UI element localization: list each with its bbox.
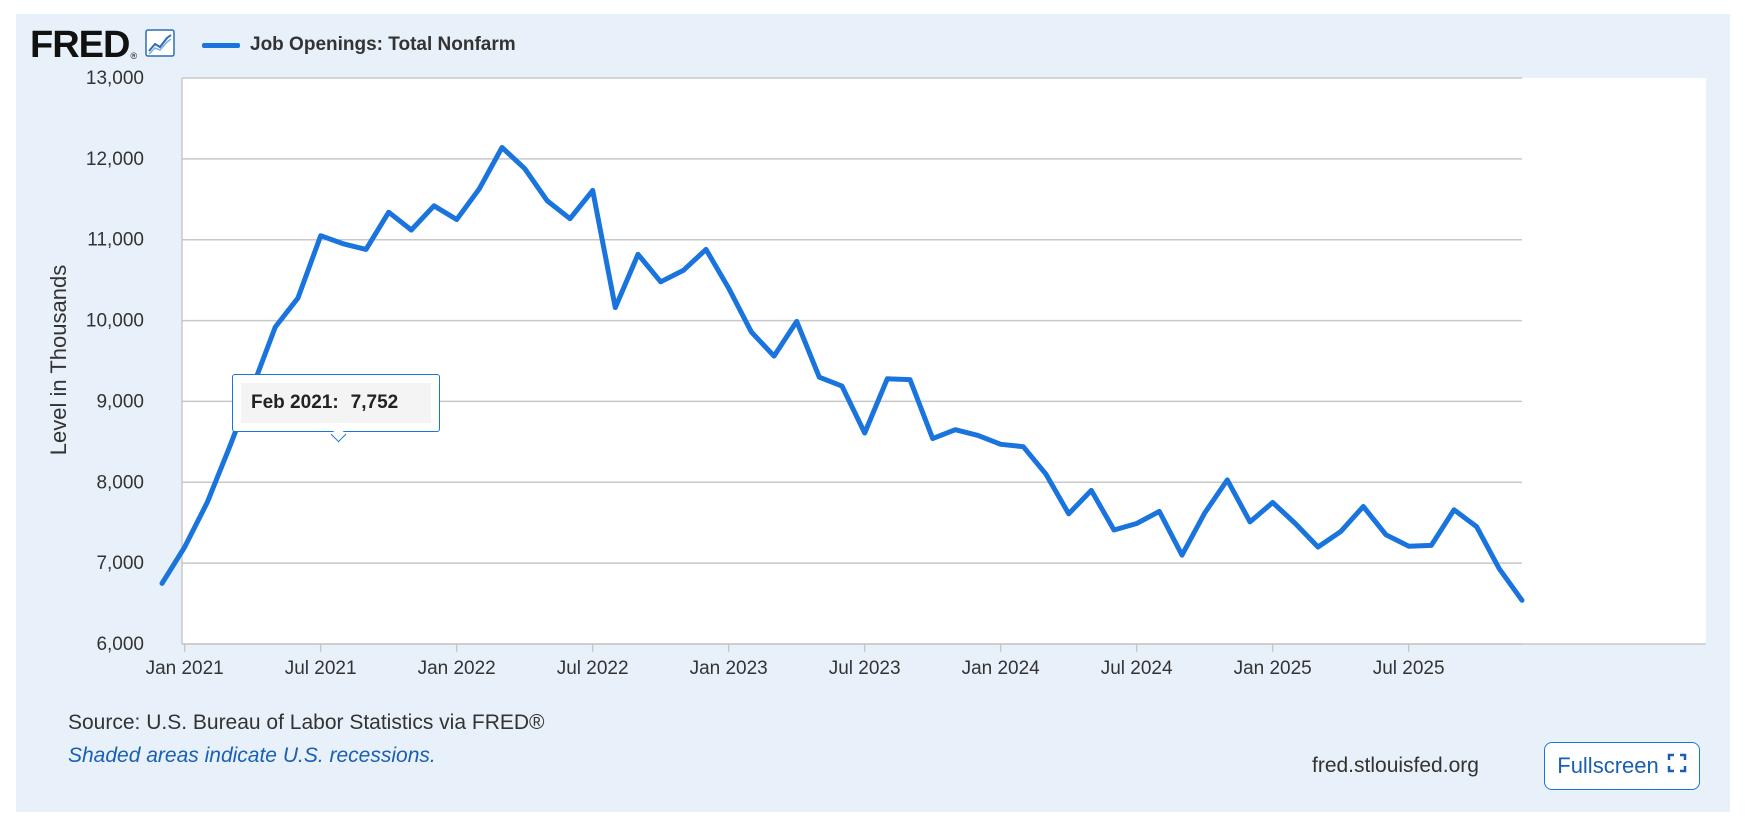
x-tick-label: Jan 2024 <box>962 658 1041 679</box>
logo-registered-mark: ® <box>130 51 138 61</box>
y-tick-label: 8,000 <box>96 472 144 493</box>
tooltip-label: Feb 2021: <box>251 392 339 413</box>
x-axis-ticks: Jan 2021 Jul 2021 Jan 2022 Jul 2022 Jan 2023… <box>146 644 1445 679</box>
chart-panel: FRED ® Job Openings: Total Nonfarm 6,000… <box>16 14 1730 812</box>
x-tick-label: Jul 2025 <box>1373 658 1445 679</box>
y-tick-label: 6,000 <box>96 634 144 655</box>
x-tick-label: Jul 2023 <box>829 658 901 679</box>
x-tick-label: Jul 2022 <box>557 658 629 679</box>
tooltip-value: 7,752 <box>350 392 399 413</box>
legend-label: Job Openings: Total Nonfarm <box>250 34 516 55</box>
expand-icon <box>1667 753 1687 779</box>
site-url[interactable]: fred.stlouisfed.org <box>1312 754 1479 777</box>
series-group <box>159 145 1525 603</box>
y-tick-label: 13,000 <box>86 68 144 89</box>
x-tick-label: Jul 2021 <box>285 658 357 679</box>
y-tick-label: 10,000 <box>86 311 144 332</box>
y-axis-ticks: 6,000 7,000 8,000 9,000 10,000 11,000 12,000 13… <box>86 68 144 655</box>
logo-text: FRED <box>30 23 130 66</box>
y-tick-label: 12,000 <box>86 149 144 170</box>
y-axis-label: Level in Thousands <box>46 265 71 455</box>
chart-line-icon <box>145 28 175 62</box>
recession-note-link[interactable]: Shaded areas indicate U.S. recessions. <box>68 744 436 767</box>
tooltip: Feb 2021: 7,752 <box>232 374 440 443</box>
x-tick-label: Jan 2025 <box>1234 658 1312 679</box>
y-tick-label: 11,000 <box>87 230 144 251</box>
tooltip-body: Feb 2021: 7,752 <box>241 383 431 423</box>
y-tick-label: 7,000 <box>96 553 144 574</box>
source-note: Source: U.S. Bureau of Labor Statistics … <box>68 711 545 734</box>
fullscreen-label: Fullscreen <box>1557 753 1659 778</box>
x-tick-label: Jan 2021 <box>146 658 224 679</box>
fullscreen-button[interactable]: Fullscreen <box>1544 742 1700 790</box>
plot-area <box>182 78 1706 644</box>
x-tick-label: Jan 2023 <box>690 658 768 679</box>
chart-legend: Job Openings: Total Nonfarm <box>202 34 516 56</box>
y-tick-label: 9,000 <box>96 391 144 412</box>
line-chart[interactable]: 6,000 7,000 8,000 9,000 10,000 11,000 12,000 13… <box>16 14 1730 704</box>
x-tick-label: Jul 2024 <box>1101 658 1173 679</box>
fred-logo[interactable]: FRED ® <box>30 24 175 66</box>
legend-swatch <box>202 42 240 48</box>
x-tick-label: Jan 2022 <box>418 658 496 679</box>
series-line[interactable] <box>159 145 1525 603</box>
